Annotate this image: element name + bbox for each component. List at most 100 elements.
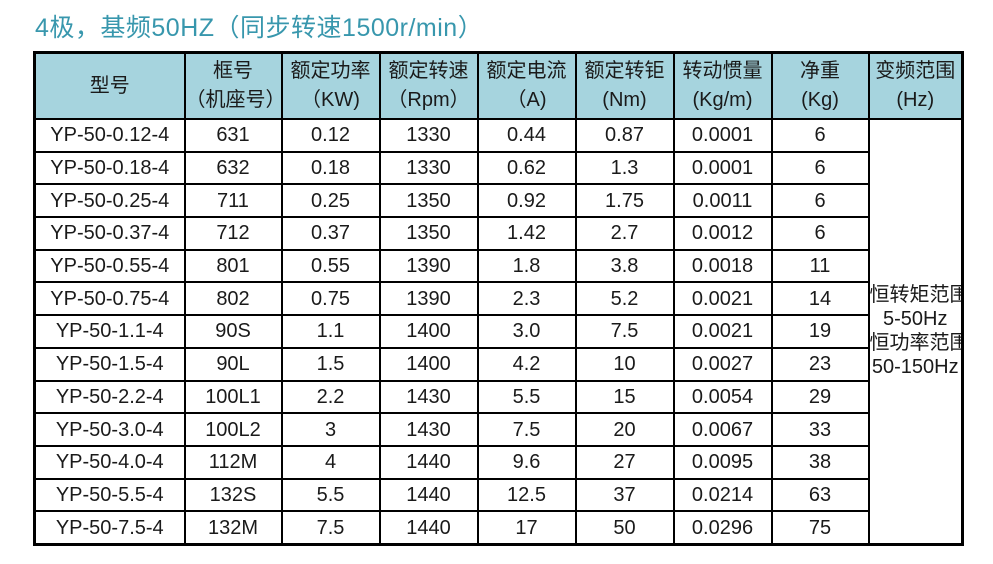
table-row: YP-50-1.5-4 90L 1.5 1400 4.2 10 0.0027 23 xyxy=(33,346,963,382)
cell-speed: 1400 xyxy=(378,346,479,382)
cell-torque: 1.3 xyxy=(574,150,675,186)
cell-weight: 23 xyxy=(770,346,870,382)
col-header-unit: （机座号） xyxy=(185,89,282,111)
cell-frame: 712 xyxy=(183,216,283,251)
cell-current: 0.62 xyxy=(476,150,577,186)
cell-frame: 711 xyxy=(183,183,283,219)
cell-model: YP-50-0.12-4 xyxy=(33,118,186,153)
cell-power: 5.5 xyxy=(280,477,381,513)
spec-section: 4极，基频50HZ（同步转速1500r/min） 型号 xyxy=(33,8,964,546)
table-row: YP-50-0.75-4 802 0.75 1390 2.3 5.2 0.0021 14 xyxy=(33,281,963,317)
cell-speed: 1430 xyxy=(378,379,479,415)
cell-frame: 90L xyxy=(183,346,283,382)
col-header-power: 额定功率 （KW) xyxy=(280,51,381,120)
cell-torque: 15 xyxy=(574,379,675,415)
motor-spec-table: 型号 框号 （机座号） 额定功率 （KW) 额定转速 （Rpm） xyxy=(33,51,964,546)
table-row: YP-50-4.0-4 112M 4 1440 9.6 27 0.0095 38 xyxy=(33,444,963,480)
cell-current: 9.6 xyxy=(476,444,577,480)
col-header-unit: （KW) xyxy=(301,89,360,111)
col-header-label: 额定电流 xyxy=(486,60,567,82)
cell-torque: 5.2 xyxy=(574,281,675,317)
cell-torque: 7.5 xyxy=(574,314,675,349)
cell-frame: 112M xyxy=(183,444,283,480)
cell-current: 7.5 xyxy=(476,412,577,447)
section-title: 4极，基频50HZ（同步转速1500r/min） xyxy=(35,14,484,42)
cell-model: YP-50-0.75-4 xyxy=(33,281,186,317)
col-header-unit: (Kg/m) xyxy=(692,89,753,111)
table-row: YP-50-7.5-4 132M 7.5 1440 17 50 0.0296 75 xyxy=(33,510,963,546)
cell-inertia: 0.0214 xyxy=(672,477,773,513)
cell-weight: 6 xyxy=(770,183,870,219)
freq-range-line: 5-50Hz xyxy=(883,308,948,331)
table-row: YP-50-2.2-4 100L1 2.2 1430 5.5 15 0.0054 29 xyxy=(33,379,963,415)
col-header-label: 框号 xyxy=(213,60,253,82)
cell-current: 5.5 xyxy=(476,379,577,415)
cell-inertia: 0.0054 xyxy=(672,379,773,415)
cell-power: 0.12 xyxy=(280,118,381,153)
cell-frame: 801 xyxy=(183,248,283,284)
cell-current: 17 xyxy=(476,510,577,546)
cell-inertia: 0.0001 xyxy=(672,150,773,186)
cell-model: YP-50-7.5-4 xyxy=(33,510,186,546)
col-header-frame: 框号 （机座号） xyxy=(183,51,283,120)
cell-torque: 2.7 xyxy=(574,216,675,251)
cell-current: 1.8 xyxy=(476,248,577,284)
cell-weight: 6 xyxy=(770,118,870,153)
cell-speed: 1430 xyxy=(378,412,479,447)
cell-frame: 132M xyxy=(183,510,283,546)
cell-torque: 1.75 xyxy=(574,183,675,219)
cell-power: 3 xyxy=(280,412,381,447)
cell-torque: 10 xyxy=(574,346,675,382)
cell-frame: 100L1 xyxy=(183,379,283,415)
cell-weight: 14 xyxy=(770,281,870,317)
cell-inertia: 0.0095 xyxy=(672,444,773,480)
cell-model: YP-50-3.0-4 xyxy=(33,412,186,447)
cell-frame: 802 xyxy=(183,281,283,317)
cell-power: 7.5 xyxy=(280,510,381,546)
cell-torque: 0.87 xyxy=(574,118,675,153)
cell-weight: 63 xyxy=(770,477,870,513)
cell-power: 2.2 xyxy=(280,379,381,415)
table-row: YP-50-5.5-4 132S 5.5 1440 12.5 37 0.0214 63 xyxy=(33,477,963,513)
cell-frame: 632 xyxy=(183,150,283,186)
cell-power: 4 xyxy=(280,444,381,480)
cell-model: YP-50-5.5-4 xyxy=(33,477,186,513)
cell-inertia: 0.0067 xyxy=(672,412,773,447)
col-header-label: 额定转钜 xyxy=(584,60,665,82)
cell-speed: 1330 xyxy=(378,150,479,186)
cell-current: 3.0 xyxy=(476,314,577,349)
header-row: 型号 框号 （机座号） 额定功率 （KW) 额定转速 （Rpm） xyxy=(33,51,964,120)
cell-power: 0.75 xyxy=(280,281,381,317)
cell-speed: 1440 xyxy=(378,477,479,513)
cell-speed: 1400 xyxy=(378,314,479,349)
cell-current: 1.42 xyxy=(476,216,577,251)
cell-model: YP-50-0.37-4 xyxy=(33,216,186,251)
cell-freq-range: 恒转矩范围 5-50Hz 恒功率范围 50-150Hz xyxy=(867,117,964,546)
cell-speed: 1440 xyxy=(378,444,479,480)
cell-current: 12.5 xyxy=(476,477,577,513)
cell-power: 0.55 xyxy=(280,248,381,284)
cell-speed: 1390 xyxy=(378,248,479,284)
col-header-label: 变频范围 xyxy=(875,60,956,82)
cell-speed: 1350 xyxy=(378,183,479,219)
cell-weight: 33 xyxy=(770,412,870,447)
table-row: YP-50-3.0-4 100L2 3 1430 7.5 20 0.0067 33 xyxy=(33,412,963,447)
cell-speed: 1390 xyxy=(378,281,479,317)
cell-weight: 75 xyxy=(770,510,870,546)
cell-model: YP-50-0.55-4 xyxy=(33,248,186,284)
cell-frame: 90S xyxy=(183,314,283,349)
cell-model: YP-50-1.1-4 xyxy=(33,314,186,349)
cell-weight: 19 xyxy=(770,314,870,349)
cell-frame: 631 xyxy=(183,118,283,153)
cell-current: 2.3 xyxy=(476,281,577,317)
col-header-inertia: 转动惯量 (Kg/m) xyxy=(672,51,773,120)
col-header-torque: 额定转钜 (Nm) xyxy=(574,51,675,120)
freq-range-line: 恒功率范围 xyxy=(869,332,963,355)
table-body: YP-50-0.12-4 631 0.12 1330 0.44 0.87 0.0001 6 恒转… xyxy=(33,117,964,546)
cell-weight: 29 xyxy=(770,379,870,415)
cell-speed: 1350 xyxy=(378,216,479,251)
freq-range-line: 50-150Hz xyxy=(871,356,959,379)
cell-model: YP-50-0.25-4 xyxy=(33,183,186,219)
cell-inertia: 0.0296 xyxy=(672,510,773,546)
